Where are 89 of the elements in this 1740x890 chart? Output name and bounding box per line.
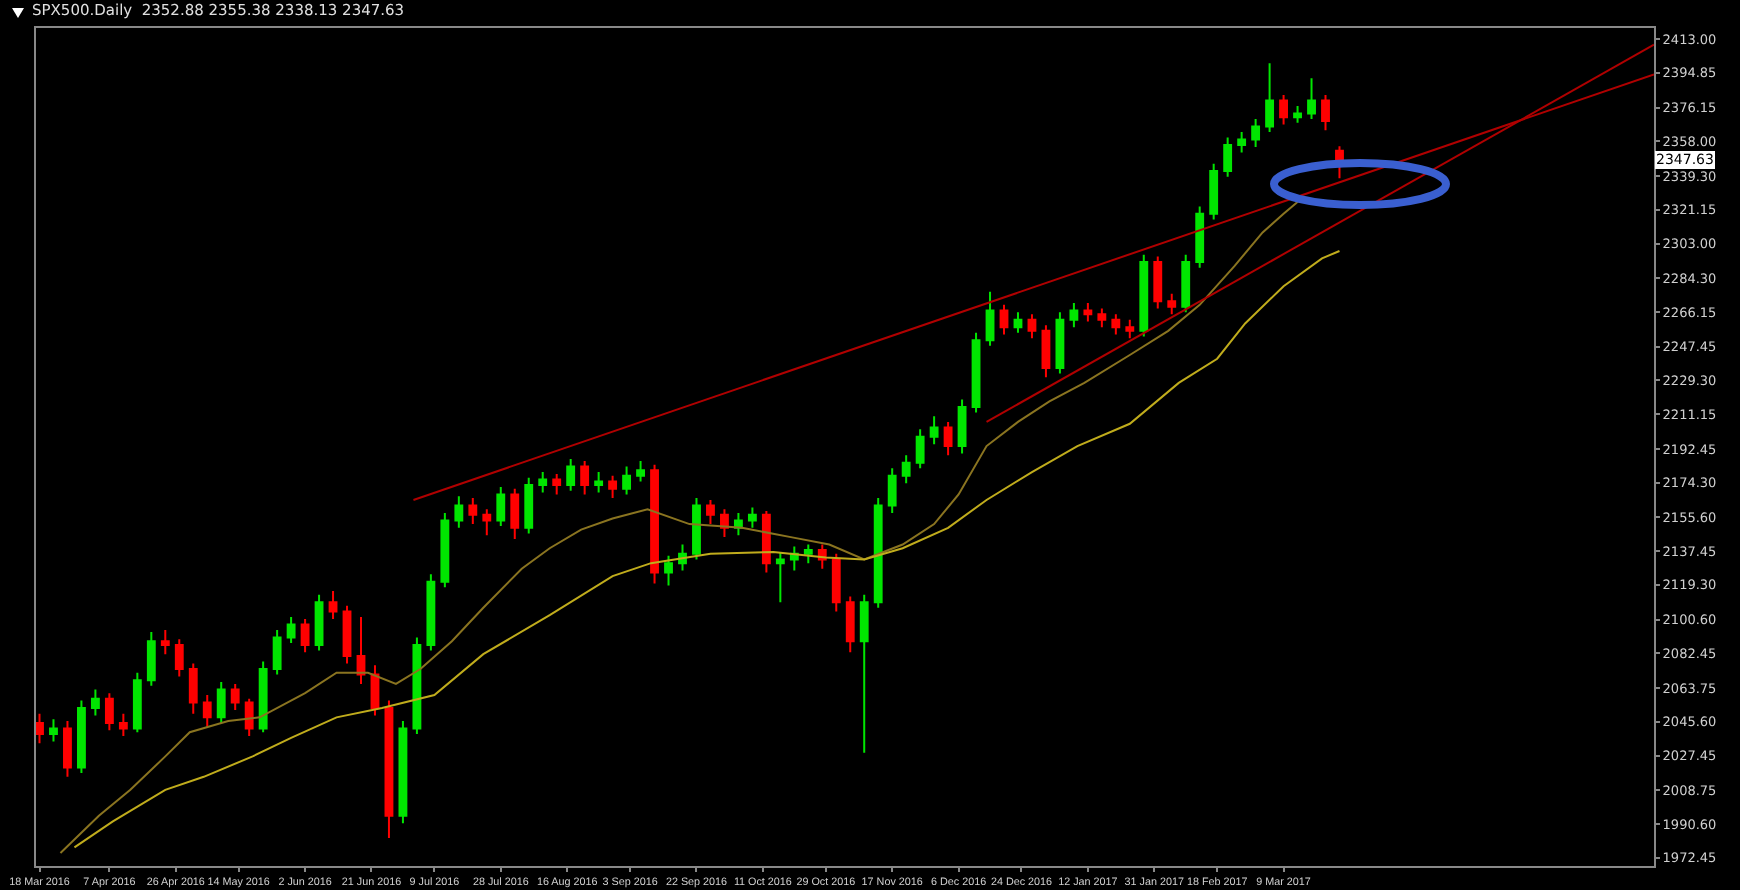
candlestick	[49, 718, 58, 743]
candlestick	[482, 508, 492, 537]
candlestick	[887, 467, 897, 514]
candlestick	[1223, 136, 1233, 178]
candlestick	[594, 471, 604, 494]
candlestick	[258, 660, 268, 734]
candlestick	[1041, 324, 1051, 379]
candlestick	[761, 510, 771, 574]
candlestick	[412, 636, 422, 736]
candlestick	[1321, 93, 1330, 132]
candlestick	[496, 485, 506, 527]
candlestick	[985, 290, 995, 347]
candlestick	[468, 497, 478, 526]
candlestick	[118, 712, 128, 737]
candlestick	[272, 629, 282, 676]
candlestick	[342, 604, 352, 665]
candlestick	[775, 550, 785, 604]
candlestick	[1237, 131, 1247, 154]
candlestick	[174, 638, 184, 678]
candlestick	[971, 331, 981, 414]
candlestick	[63, 720, 72, 778]
candlestick	[146, 630, 156, 687]
candlestick	[1307, 77, 1316, 121]
candlestick	[1111, 313, 1121, 336]
candlestick	[650, 463, 659, 585]
candlestick	[384, 699, 394, 840]
candlestick	[230, 682, 240, 711]
candlestick	[566, 458, 576, 492]
candlestick	[1209, 162, 1219, 221]
candlestick	[314, 593, 324, 652]
candlestick	[692, 497, 701, 561]
candlestick	[1097, 307, 1107, 329]
candlestick	[608, 474, 618, 500]
candlestick	[454, 495, 464, 529]
candlestick	[1153, 255, 1163, 310]
candlestick	[1265, 62, 1275, 134]
candlestick	[300, 617, 310, 654]
candlestick	[188, 662, 198, 715]
candlestick	[538, 471, 548, 494]
candlestick	[440, 511, 450, 589]
candlestick	[789, 545, 799, 572]
candlestick	[1167, 292, 1177, 316]
candlestick	[216, 681, 226, 724]
candlestick	[244, 697, 254, 737]
candlestick	[160, 629, 170, 656]
candlestick	[1279, 93, 1288, 126]
candlestick	[510, 487, 520, 540]
candlestick	[636, 459, 645, 483]
candlestick	[286, 616, 296, 645]
candlestick	[552, 472, 562, 496]
candlestick	[929, 415, 939, 446]
candlestick	[77, 699, 86, 775]
candlestick	[202, 694, 212, 728]
candlestick	[943, 420, 953, 457]
candlestick	[90, 688, 100, 717]
candlestick	[901, 454, 911, 485]
candlestick	[622, 465, 632, 496]
candlestick	[1069, 302, 1079, 329]
candlestick	[873, 497, 883, 609]
candlestick	[747, 506, 757, 529]
candlestick	[328, 590, 338, 620]
candlestick	[664, 554, 673, 587]
candlestick	[398, 720, 408, 825]
candlestick	[1083, 302, 1093, 323]
candlestick	[859, 593, 869, 754]
candlestick	[1251, 118, 1261, 148]
candlestick	[915, 428, 925, 470]
candlestick	[957, 398, 967, 455]
candlestick	[36, 712, 44, 745]
candlestick	[803, 543, 813, 565]
candlestick	[356, 616, 366, 685]
candlestick	[1181, 253, 1191, 314]
candlestick	[1139, 253, 1149, 338]
candlestick	[104, 692, 114, 732]
candlestick	[580, 459, 590, 496]
candlestick	[999, 303, 1009, 336]
candlestick	[733, 511, 743, 537]
candlestick	[1013, 311, 1023, 334]
candlestick	[1195, 205, 1205, 269]
candlestick	[1027, 313, 1037, 340]
candlestick	[132, 671, 142, 734]
candlestick	[1055, 311, 1065, 375]
candlestick	[524, 476, 534, 535]
candlestick	[1125, 318, 1135, 340]
candlestick	[426, 573, 436, 652]
candlestick	[845, 595, 855, 654]
candlestick	[1293, 105, 1302, 124]
candlestick	[831, 552, 841, 613]
candlestick	[706, 498, 715, 526]
